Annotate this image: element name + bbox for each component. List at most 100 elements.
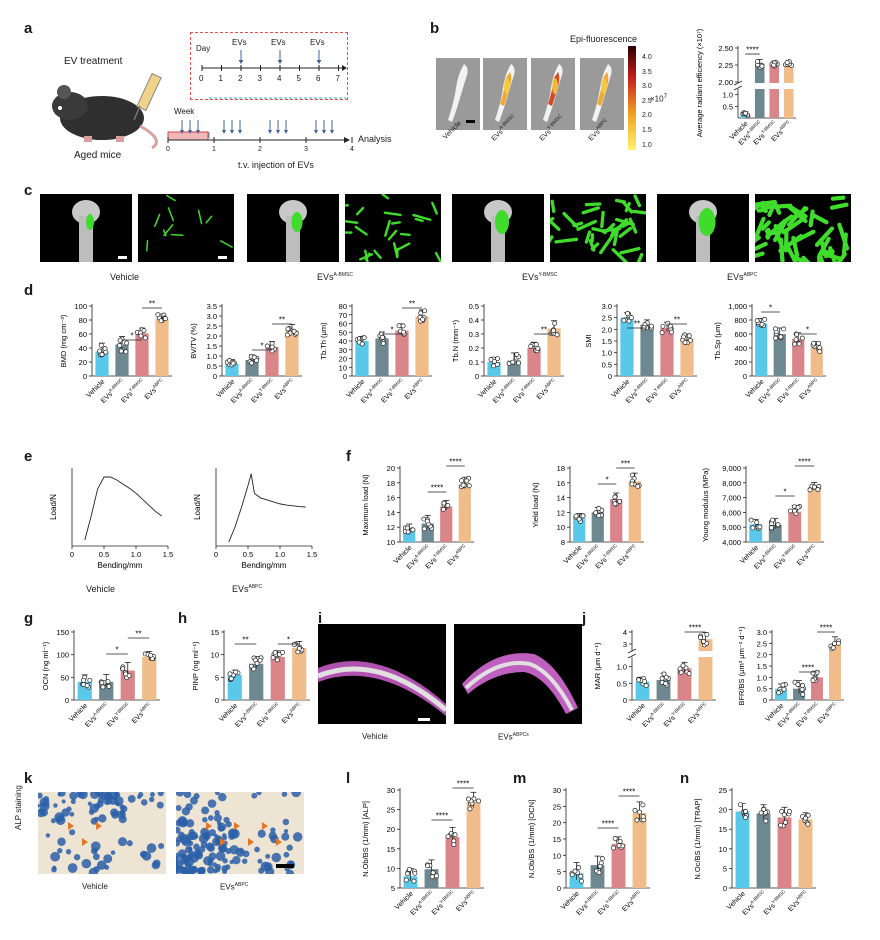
- x-tick-label: 1.0: [275, 550, 285, 559]
- data-point: [380, 334, 385, 340]
- colorbar: [628, 46, 636, 150]
- significance-label: *: [115, 646, 118, 655]
- data-point: [155, 312, 161, 318]
- y-tick-label: 0: [723, 884, 727, 893]
- data-point: [665, 320, 671, 326]
- load-curve: [228, 473, 306, 543]
- y-tick-label: 10: [211, 651, 219, 660]
- data-point: [576, 516, 582, 522]
- injection-arrowhead: [276, 130, 280, 134]
- bar: [375, 338, 389, 376]
- data-point: [466, 483, 472, 489]
- y-tick-label: 5: [391, 884, 395, 893]
- data-point: [763, 818, 769, 824]
- y-tick-label: 16: [387, 494, 395, 503]
- data-point: [421, 526, 427, 532]
- chart-d5: 00.51.01.52.02.53.0SMIVehicleEVsA-BMSCEV…: [584, 302, 697, 405]
- data-point: [410, 527, 416, 533]
- y-tick-label: 50: [61, 673, 69, 682]
- y-tick-label: 12: [557, 508, 565, 517]
- x-tick-label: EVsABPC: [815, 701, 840, 726]
- significance-label: ****: [457, 780, 469, 789]
- y-tick-label: 0.5: [723, 102, 733, 111]
- significance-label: *: [605, 476, 608, 485]
- microct-bone-image: [247, 194, 339, 262]
- data-point: [251, 666, 257, 672]
- data-point: [791, 508, 797, 514]
- data-point: [99, 680, 105, 686]
- data-point: [106, 683, 112, 689]
- data-point: [141, 328, 147, 334]
- y-axis-label: N.Ob/BS (1/mm) [ALP]: [361, 801, 370, 877]
- data-point: [272, 649, 278, 655]
- data-point: [97, 348, 103, 354]
- load-chart-caption: Vehicle: [86, 584, 116, 594]
- significance-label: *: [390, 326, 393, 335]
- day-tick-label: 3: [257, 74, 262, 83]
- alp-stain-image: [176, 792, 304, 874]
- x-tick-label: 0.5: [243, 550, 253, 559]
- bar: [777, 817, 792, 888]
- data-point: [404, 525, 410, 531]
- data-point: [445, 503, 451, 508]
- data-point: [805, 812, 811, 818]
- x-tick-label: EVsABPC: [142, 377, 167, 402]
- y-tick-label: 10: [553, 851, 561, 860]
- bar: [403, 876, 418, 888]
- microct-caption: Vehicle: [110, 272, 140, 282]
- data-point: [641, 324, 647, 330]
- y-tick-label: 0.3: [469, 330, 479, 339]
- data-point: [535, 345, 541, 351]
- significance-label: **: [541, 326, 547, 335]
- x-tick-label: EVsABPC: [786, 889, 811, 914]
- y-axis-label: BMD (mg cm⁻³): [59, 314, 68, 367]
- data-point: [783, 819, 788, 825]
- y-tick-label: 1.5: [757, 662, 767, 671]
- day-label: Day: [196, 44, 211, 53]
- colorbar-tick-label: 2.0: [642, 112, 652, 120]
- y-tick-label: 10: [387, 864, 395, 873]
- bar: [249, 663, 264, 700]
- data-point: [775, 522, 781, 528]
- data-point: [380, 341, 386, 346]
- data-point: [743, 110, 748, 116]
- panel-label-c: c: [24, 182, 33, 199]
- data-point: [285, 326, 291, 332]
- data-point: [799, 335, 805, 341]
- data-point: [784, 60, 790, 65]
- data-point: [467, 806, 473, 812]
- y-tick-label: 5: [723, 864, 727, 873]
- data-point: [162, 316, 168, 322]
- data-point: [424, 518, 430, 524]
- y-tick-label: 800: [734, 316, 747, 325]
- x-tick-label: EVsY-BMSC: [429, 889, 457, 917]
- data-point: [227, 671, 233, 677]
- chart-d4: 00.10.20.30.40.5Tb.N (mm⁻¹)VehicleEVsA-B…: [451, 302, 564, 405]
- data-point: [642, 679, 648, 684]
- y-tick-label: 2.5: [207, 322, 217, 331]
- data-point: [686, 671, 692, 677]
- day-tick-label: 2: [238, 74, 243, 83]
- bar: [245, 360, 259, 376]
- data-point: [403, 877, 409, 883]
- significance-label: ***: [621, 460, 630, 469]
- y-tick-label: 20: [339, 355, 347, 364]
- bar: [755, 323, 768, 376]
- ev-treatment-label: EV treatment: [64, 56, 123, 67]
- x-tick-label: EVsABPC: [454, 889, 479, 914]
- bar: [573, 518, 586, 542]
- data-point: [640, 813, 646, 819]
- data-point: [596, 513, 602, 519]
- y-tick-label: 2.25: [718, 61, 733, 70]
- y-tick-label: 18: [557, 464, 565, 473]
- data-point: [663, 681, 669, 686]
- data-point: [494, 362, 500, 367]
- y-axis-label: Tb.Th (μm): [319, 322, 328, 360]
- y-tick-label: 1.0: [723, 91, 733, 100]
- colorbar-unit: ×107: [650, 94, 667, 104]
- data-point: [405, 529, 411, 535]
- y-tick-label: 40: [339, 337, 347, 346]
